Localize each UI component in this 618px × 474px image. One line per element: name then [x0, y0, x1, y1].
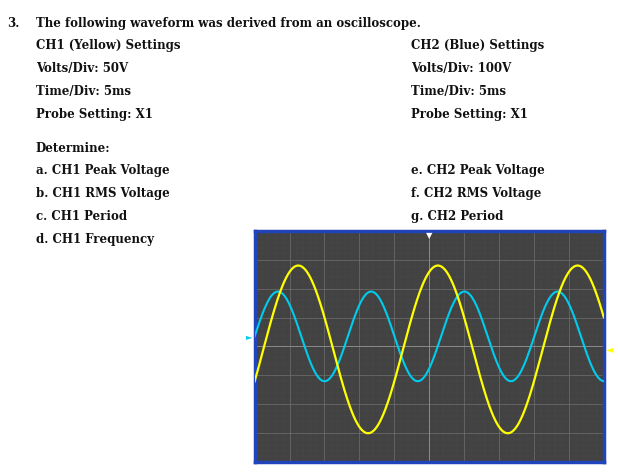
Text: CH2 (Blue) Settings: CH2 (Blue) Settings	[411, 39, 544, 52]
Text: Probe Setting: X1: Probe Setting: X1	[36, 108, 153, 120]
Text: ►: ►	[247, 332, 253, 341]
Text: d. CH1 Frequency: d. CH1 Frequency	[36, 233, 154, 246]
Text: The following waveform was derived from an oscilloscope.: The following waveform was derived from …	[36, 17, 421, 29]
Text: b. CH1 RMS Voltage: b. CH1 RMS Voltage	[36, 187, 169, 200]
Text: 3.: 3.	[7, 17, 20, 29]
Text: Time/Div: 5ms: Time/Div: 5ms	[36, 85, 131, 98]
Text: ▼: ▼	[426, 231, 433, 240]
Text: f. CH2 RMS Voltage: f. CH2 RMS Voltage	[411, 187, 541, 200]
Text: Time/Div: 5ms: Time/Div: 5ms	[411, 85, 506, 98]
Text: g. CH2 Period: g. CH2 Period	[411, 210, 503, 223]
Text: ◄: ◄	[606, 345, 613, 355]
Text: Volts/Div: 50V: Volts/Div: 50V	[36, 62, 128, 75]
Text: CH1 (Yellow) Settings: CH1 (Yellow) Settings	[36, 39, 180, 52]
Text: Volts/Div: 100V: Volts/Div: 100V	[411, 62, 511, 75]
Text: Probe Setting: X1: Probe Setting: X1	[411, 108, 528, 120]
Text: a. CH1 Peak Voltage: a. CH1 Peak Voltage	[36, 164, 169, 177]
Text: h. CH2 Frequency: h. CH2 Frequency	[411, 233, 530, 246]
Text: c. CH1 Period: c. CH1 Period	[36, 210, 127, 223]
Text: Determine:: Determine:	[36, 142, 111, 155]
Text: e. CH2 Peak Voltage: e. CH2 Peak Voltage	[411, 164, 544, 177]
